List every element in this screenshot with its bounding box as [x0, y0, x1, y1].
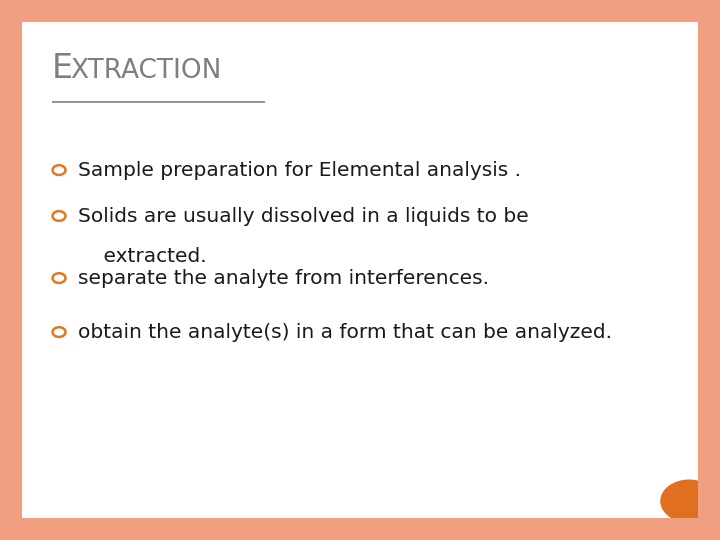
Circle shape — [53, 327, 66, 337]
Text: XTRACTION: XTRACTION — [70, 58, 221, 84]
Text: obtain the analyte(s) in a form that can be analyzed.: obtain the analyte(s) in a form that can… — [78, 322, 612, 342]
Text: extracted.: extracted. — [78, 247, 207, 266]
Circle shape — [53, 273, 66, 283]
Text: Sample preparation for Elemental analysis .: Sample preparation for Elemental analysi… — [78, 160, 521, 180]
Text: separate the analyte from interferences.: separate the analyte from interferences. — [78, 268, 489, 288]
Circle shape — [53, 211, 66, 221]
Circle shape — [660, 480, 718, 523]
Circle shape — [53, 165, 66, 175]
Text: E: E — [52, 52, 73, 85]
Text: Solids are usually dissolved in a liquids to be: Solids are usually dissolved in a liquid… — [78, 206, 528, 226]
